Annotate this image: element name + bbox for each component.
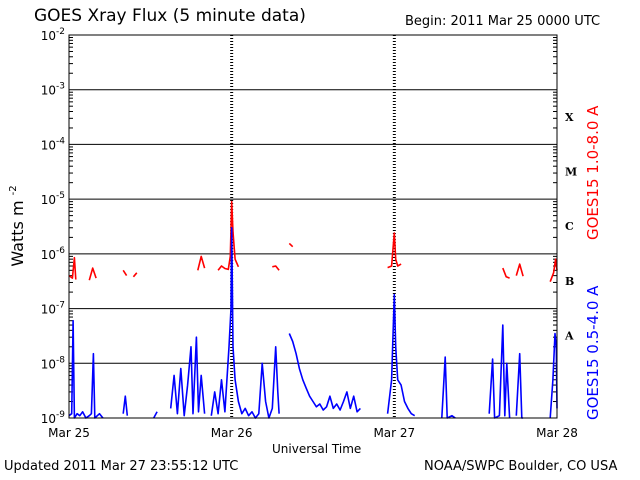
x-tick-label: Mar 25 (48, 426, 90, 440)
series-line (68, 200, 558, 282)
updated-timestamp: Updated 2011 Mar 27 23:55:12 UTC (4, 459, 239, 474)
y-tick-label: 10-7 (41, 301, 65, 317)
y-tick-labels: 10-9 10-8 10-7 10-6 10-5 10-4 10-3 10-2 (41, 27, 66, 426)
flare-class-label: C (565, 220, 574, 233)
y-tick-label: 10-2 (41, 27, 65, 43)
begin-time: Begin: 2011 Mar 25 0000 UTC (405, 14, 601, 29)
x-tick-label: Mar 27 (373, 426, 415, 440)
plot-frame (68, 34, 558, 419)
y-tick-label: 10-3 (41, 82, 65, 98)
x-tick-label: Mar 28 (536, 426, 578, 440)
credit-text: NOAA/SWPC Boulder, CO USA (424, 459, 618, 474)
flare-class-label: B (565, 275, 574, 288)
legend-series-long: GOES15 1.0-8.0 A (584, 105, 602, 240)
flare-class-label: X (565, 111, 574, 124)
legend-series-short: GOES15 0.5-4.0 A (584, 285, 602, 420)
flare-class-label: M (565, 166, 577, 179)
y-tick-label: 10-6 (41, 246, 66, 262)
series-layer (68, 200, 558, 419)
y-tick-label: 10-8 (41, 355, 66, 371)
grid-lines (69, 34, 557, 419)
flare-class-labels: A B C M X (564, 111, 577, 343)
chart-title: GOES Xray Flux (5 minute data) (34, 6, 306, 26)
x-tick-label: Mar 26 (211, 426, 253, 440)
x-tick-labels: Mar 25 Mar 26 Mar 27 Mar 28 (48, 426, 578, 440)
y-axis-label: Watts m -2 (8, 185, 27, 266)
day-boundary-lines (230, 35, 396, 418)
x-axis-label: Universal Time (272, 442, 362, 456)
y-tick-label: 10-9 (41, 410, 66, 426)
y-tick-label: 10-5 (41, 191, 65, 207)
flare-class-label: A (564, 330, 574, 343)
y-tick-label: 10-4 (41, 136, 66, 152)
series-line (68, 227, 558, 419)
